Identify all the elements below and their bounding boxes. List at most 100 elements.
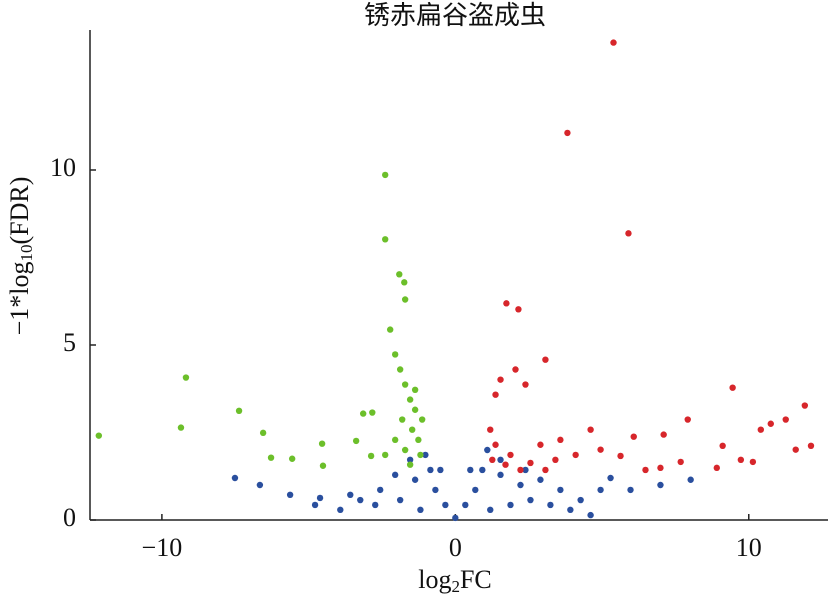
- point: [572, 451, 579, 459]
- point: [492, 391, 499, 398]
- point: [359, 410, 367, 417]
- y-label-part: −1*log: [5, 262, 34, 336]
- point: [497, 471, 504, 479]
- point: [401, 296, 409, 303]
- point: [487, 426, 494, 433]
- point: [462, 501, 469, 509]
- y-tick-label: 0: [63, 503, 76, 532]
- point: [396, 271, 403, 278]
- point: [552, 456, 559, 463]
- point: [417, 451, 424, 459]
- point: [729, 384, 736, 391]
- point: [406, 461, 414, 468]
- point: [427, 466, 434, 474]
- point: [396, 366, 404, 373]
- point: [411, 406, 419, 413]
- point: [684, 416, 691, 423]
- point: [597, 486, 604, 494]
- point: [391, 436, 399, 444]
- point: [517, 466, 524, 474]
- point: [497, 456, 504, 463]
- point: [386, 326, 394, 333]
- point: [311, 501, 319, 509]
- point: [630, 433, 637, 440]
- point: [537, 441, 544, 448]
- point: [406, 396, 414, 403]
- point: [497, 376, 504, 383]
- point: [512, 366, 519, 373]
- point: [369, 409, 376, 416]
- point: [399, 416, 406, 423]
- point: [318, 440, 326, 447]
- x-label-sub: 2: [451, 577, 460, 596]
- point: [231, 474, 239, 482]
- point: [382, 451, 389, 459]
- point: [597, 446, 604, 453]
- point: [357, 496, 364, 504]
- point: [687, 476, 694, 483]
- point: [401, 279, 408, 286]
- point: [417, 506, 424, 514]
- point: [749, 458, 757, 466]
- point: [502, 461, 509, 468]
- point: [432, 486, 439, 494]
- point: [422, 451, 429, 459]
- point: [467, 466, 474, 474]
- point: [316, 494, 324, 502]
- point: [587, 511, 594, 519]
- point: [767, 420, 774, 427]
- point: [557, 436, 564, 444]
- point: [259, 429, 267, 437]
- point: [352, 437, 360, 445]
- point: [391, 471, 399, 479]
- point: [537, 476, 544, 483]
- point: [515, 306, 522, 313]
- point: [411, 386, 419, 393]
- point: [625, 230, 632, 237]
- point: [660, 431, 667, 438]
- point: [522, 381, 529, 388]
- y-label-part: (FDR): [5, 177, 34, 245]
- point: [377, 486, 384, 494]
- point: [401, 381, 409, 388]
- y-tick-label: 10: [50, 153, 76, 182]
- point: [286, 491, 294, 498]
- point: [719, 442, 726, 449]
- point: [657, 481, 664, 489]
- point: [607, 474, 614, 482]
- point: [235, 407, 243, 414]
- point: [372, 501, 379, 509]
- point: [517, 481, 524, 489]
- point: [677, 458, 684, 466]
- point: [492, 441, 499, 448]
- chart-title: 锈赤扁谷盗成虫: [364, 1, 546, 30]
- point: [267, 454, 275, 461]
- point: [411, 476, 419, 483]
- point: [367, 452, 375, 460]
- point: [642, 466, 649, 474]
- y-tick-label: 5: [63, 328, 76, 357]
- x-label-part: log: [418, 565, 451, 594]
- x-tick-label: −10: [142, 533, 183, 562]
- point: [418, 416, 426, 423]
- x-tick-label: 0: [449, 533, 462, 562]
- point: [396, 496, 404, 504]
- point: [182, 374, 190, 381]
- point: [437, 466, 444, 474]
- x-axis-label: log2FC: [418, 565, 492, 596]
- point: [557, 486, 564, 494]
- y-label-sub: 10: [17, 245, 36, 262]
- point: [347, 491, 354, 498]
- point: [487, 506, 494, 514]
- point: [807, 442, 815, 449]
- point: [382, 171, 389, 179]
- point: [408, 426, 416, 433]
- point: [527, 459, 534, 467]
- point: [337, 506, 344, 514]
- point: [484, 446, 491, 454]
- point: [713, 464, 720, 472]
- point: [527, 496, 534, 504]
- point: [406, 456, 414, 463]
